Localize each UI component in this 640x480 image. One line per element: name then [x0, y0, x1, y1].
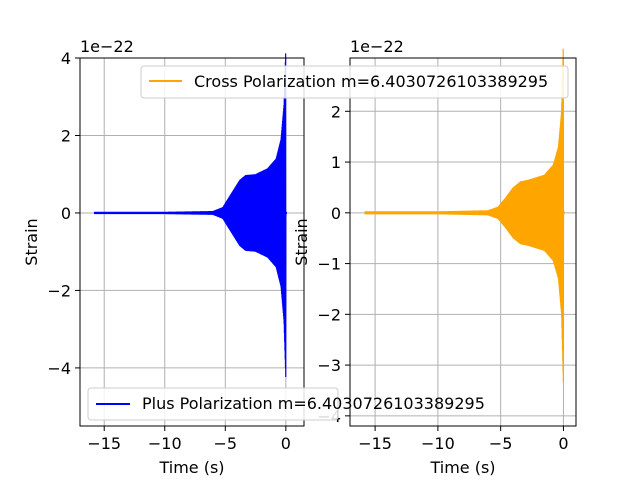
left-y-tick-label: 0: [61, 204, 71, 223]
cross-legend-label: Cross Polarization m=6.4030726103389295: [194, 72, 548, 91]
plus-polarization-subplot: −15 −10 −5 0 −4 −2 0 2 4 1e−22 Time (s) Strain: [22, 37, 305, 477]
cross-legend: Cross Polarization m=6.4030726103389295: [140, 65, 569, 99]
plus-legend-box: [87, 387, 339, 421]
right-y-axis-label: Strain: [292, 218, 311, 265]
right-x-tick-label: −10: [421, 434, 455, 453]
right-x-tick-label: 0: [558, 434, 568, 453]
left-y-axis-label: Strain: [22, 218, 41, 265]
right-y-tick-label: −3: [317, 356, 341, 375]
right-x-tick-label: −15: [358, 434, 392, 453]
left-y-tick-label: 4: [61, 49, 71, 68]
right-y-tick-label: 0: [331, 204, 341, 223]
cross-polarization-waveform: [364, 48, 565, 383]
right-y-tick-label: 2: [331, 102, 341, 121]
right-x-axis-label: Time (s): [429, 458, 495, 477]
left-offset-text: 1e−22: [80, 37, 134, 56]
left-axes-frame: [79, 57, 305, 427]
left-ticks: −15 −10 −5 0 −4 −2 0 2 4: [47, 49, 291, 453]
left-x-tick-label: −10: [148, 434, 182, 453]
plus-polarization-waveform: [93, 53, 288, 377]
left-x-tick-label: −15: [87, 434, 121, 453]
left-x-tick-label: 0: [281, 434, 291, 453]
left-x-tick-label: −5: [214, 434, 238, 453]
cross-legend-box: [140, 65, 569, 99]
left-y-tick-label: −2: [47, 281, 71, 300]
plus-legend-label: Plus Polarization m=6.4030726103389295: [142, 394, 485, 413]
left-y-tick-label: −4: [47, 359, 71, 378]
right-offset-text: 1e−22: [350, 37, 404, 56]
right-x-tick-label: −5: [489, 434, 513, 453]
right-y-tick-label: −2: [317, 305, 341, 324]
left-x-axis-label: Time (s): [158, 458, 224, 477]
left-y-tick-label: 2: [61, 126, 71, 145]
right-y-tick-label: −1: [317, 255, 341, 274]
right-y-tick-label: 1: [331, 153, 341, 172]
right-axes-frame: [349, 57, 577, 427]
plus-legend: Plus Polarization m=6.4030726103389295: [87, 387, 485, 421]
